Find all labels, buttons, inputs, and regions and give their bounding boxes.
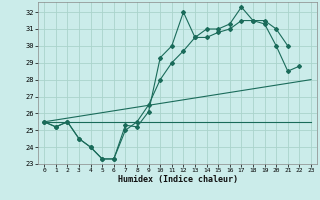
X-axis label: Humidex (Indice chaleur): Humidex (Indice chaleur) xyxy=(118,175,238,184)
